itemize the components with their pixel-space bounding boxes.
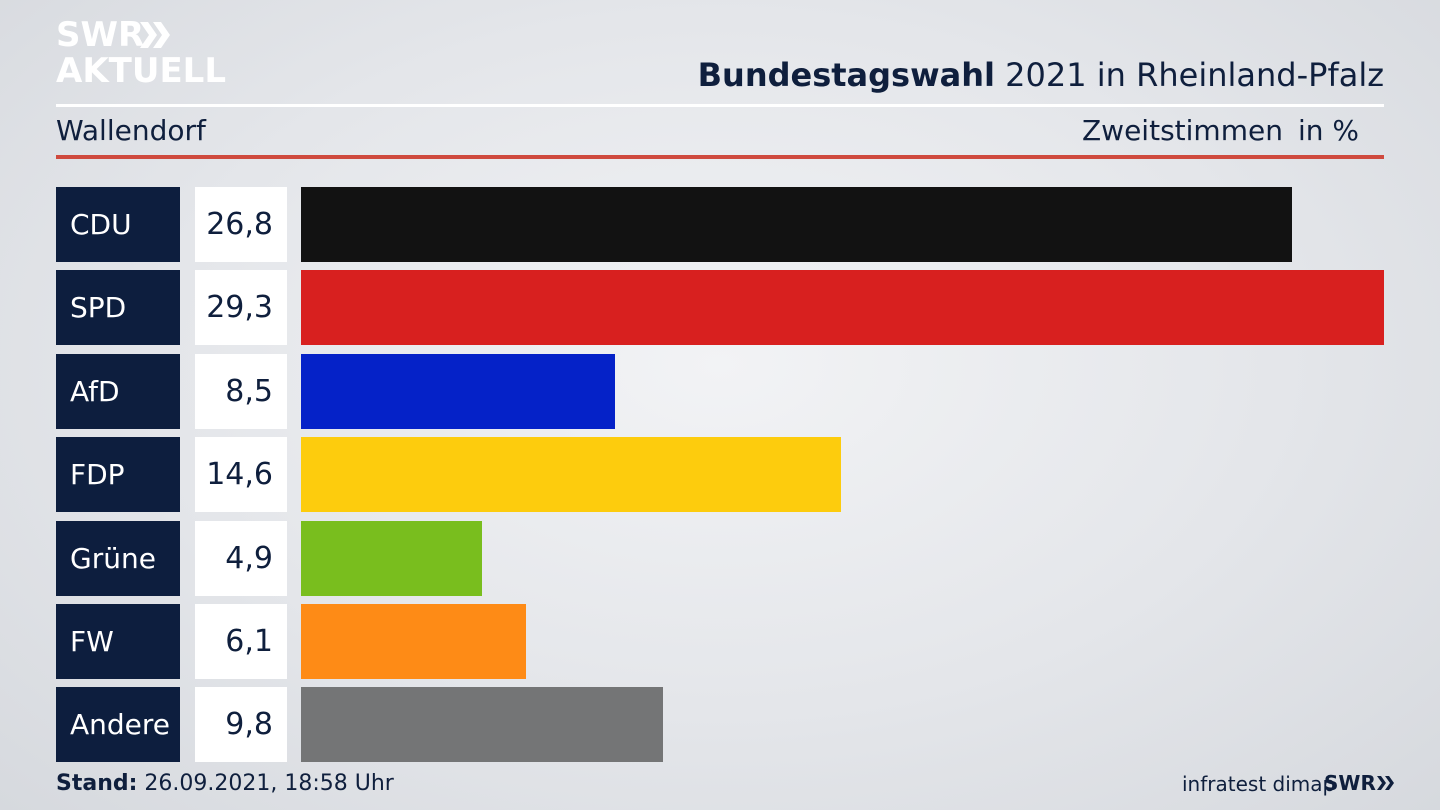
bar — [301, 437, 841, 512]
title-bold: Bundestagswahl — [697, 56, 995, 94]
timestamp: Stand: 26.09.2021, 18:58 Uhr — [56, 771, 394, 796]
chart-row: FDP 14,6 — [56, 437, 1384, 512]
accent-divider — [56, 155, 1384, 159]
stand-value: 26.09.2021, 18:58 Uhr — [137, 771, 394, 796]
chart-row: FW 6,1 — [56, 604, 1384, 679]
logo-text-aktuell: AKTUELL — [56, 51, 227, 91]
swr-aktuell-logo: SWR AKTUELL — [56, 16, 226, 90]
swr-footer-logo: SWR — [1324, 771, 1395, 795]
source-label: infratest dimap — [1182, 772, 1336, 796]
chart-row: Andere 9,8 — [56, 687, 1384, 762]
subtitle-label: Zweitstimmen — [1082, 114, 1283, 147]
unit-label: in % — [1298, 114, 1360, 147]
value-label: 9,8 — [195, 687, 287, 762]
party-label: Andere — [56, 687, 180, 762]
bar — [301, 687, 663, 762]
value-label: 29,3 — [195, 270, 287, 345]
party-label: AfD — [56, 354, 180, 429]
party-label: Grüne — [56, 521, 180, 596]
chevron-right-icon — [1376, 776, 1394, 790]
value-label: 4,9 — [195, 521, 287, 596]
value-label: 14,6 — [195, 437, 287, 512]
chart-row: Grüne 4,9 — [56, 521, 1384, 596]
chart-row: AfD 8,5 — [56, 354, 1384, 429]
chart-row: CDU 26,8 — [56, 187, 1384, 262]
party-label: FDP — [56, 437, 180, 512]
chevron-right-icon — [140, 22, 170, 48]
value-label: 6,1 — [195, 604, 287, 679]
logo-text-swr: SWR — [56, 15, 145, 55]
header-divider — [56, 104, 1384, 107]
party-label: CDU — [56, 187, 180, 262]
chart-row: SPD 29,3 — [56, 270, 1384, 345]
bar — [301, 187, 1292, 262]
footer-brand-text: SWR — [1324, 771, 1376, 795]
party-label: FW — [56, 604, 180, 679]
party-label: SPD — [56, 270, 180, 345]
value-label: 8,5 — [195, 354, 287, 429]
bar — [301, 354, 615, 429]
bar — [301, 270, 1384, 345]
stand-label: Stand: — [56, 771, 138, 796]
bar — [301, 604, 526, 679]
location-label: Wallendorf — [56, 114, 206, 147]
title-rest: 2021 in Rheinland-Pfalz — [995, 56, 1384, 94]
page-title: Bundestagswahl 2021 in Rheinland-Pfalz — [698, 56, 1384, 94]
bar — [301, 521, 482, 596]
value-label: 26,8 — [195, 187, 287, 262]
